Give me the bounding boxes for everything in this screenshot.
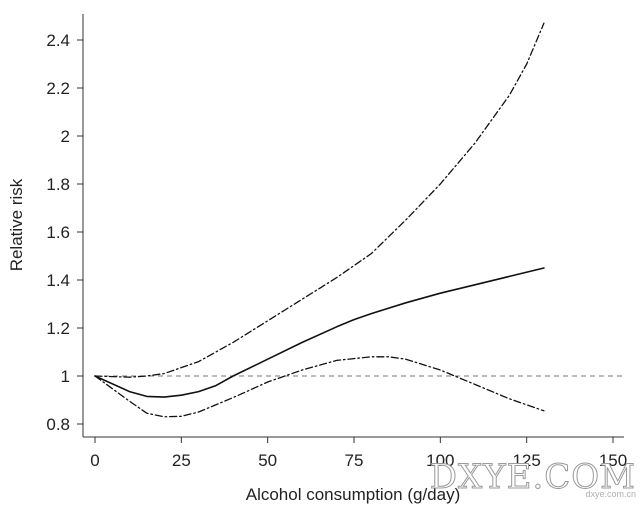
x-tick-label: 0	[90, 451, 99, 470]
y-tick-label: 1.4	[46, 271, 70, 290]
y-tick-label: 0.8	[46, 415, 70, 434]
lower-bound-line	[94, 356, 545, 418]
x-axis-title: Alcohol consumption (g/day)	[246, 485, 461, 504]
y-tick-label: 2	[61, 127, 70, 146]
x-tick-label: 125	[512, 451, 540, 470]
watermark-subtext: dxye.com.cn	[585, 489, 636, 499]
watermark-text: DXYE.COM	[430, 457, 636, 497]
watermark: DXYE.COM dxye.com.cn	[429, 457, 636, 500]
series-layer	[94, 22, 545, 418]
x-tick-label: 100	[426, 451, 454, 470]
y-tick-label: 1.2	[46, 319, 70, 338]
x-tick-label: 50	[258, 451, 277, 470]
x-tick-label: 150	[599, 451, 627, 470]
x-tick-label: 25	[172, 451, 191, 470]
tick-layer: 0 25 50 75 100 125 150 0.8 1 1.2 1.4 1.6 1.8 2 2.2 2.4	[46, 31, 627, 470]
y-axis-title: Relative risk	[7, 178, 26, 271]
y-tick-label: 1	[61, 367, 70, 386]
upper-bound-line	[94, 22, 545, 378]
y-tick-label: 1.8	[46, 175, 70, 194]
y-tick-label: 1.6	[46, 223, 70, 242]
y-tick-label: 2.4	[46, 31, 70, 50]
x-tick-label: 75	[345, 451, 364, 470]
y-tick-label: 2.2	[46, 79, 70, 98]
estimate-line	[94, 267, 545, 398]
